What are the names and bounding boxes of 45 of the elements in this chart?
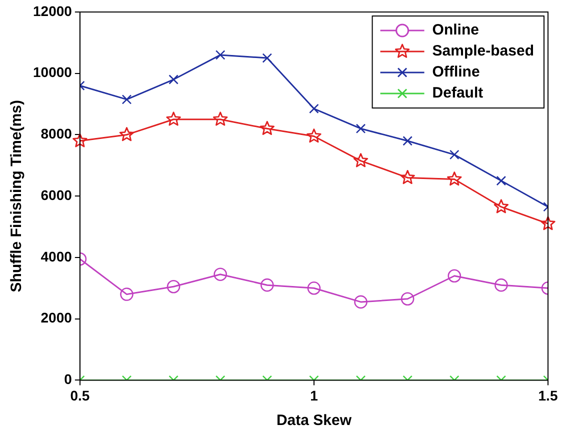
- point: [122, 94, 132, 104]
- point: [353, 153, 368, 168]
- point: [449, 150, 460, 160]
- y-tick-label: 8000: [40, 126, 72, 142]
- legend-label: Default: [432, 84, 484, 102]
- point: [166, 112, 181, 126]
- y-axis-title: Shuffle Finishing Time(ms): [8, 100, 26, 292]
- y-tick-label: 0: [64, 371, 72, 388]
- point: [214, 268, 227, 281]
- point: [262, 53, 272, 63]
- point: [120, 288, 134, 301]
- point: [354, 295, 368, 309]
- x-tick-label: 0.5: [70, 387, 90, 404]
- point: [402, 136, 412, 146]
- y-tick-label: 10000: [32, 64, 72, 80]
- point: [306, 128, 322, 143]
- point: [260, 120, 275, 135]
- point: [260, 278, 274, 292]
- point: [448, 269, 462, 283]
- y-tick-label: 2000: [40, 310, 72, 326]
- point: [119, 127, 134, 142]
- x-tick-label: 1.5: [538, 387, 558, 404]
- point: [168, 74, 178, 84]
- point: [166, 280, 180, 294]
- point: [494, 199, 509, 214]
- point: [307, 282, 321, 295]
- point: [494, 278, 508, 292]
- point: [540, 216, 556, 230]
- point: [309, 104, 319, 114]
- y-tick-label: 4000: [40, 248, 72, 264]
- y-tick-label: 6000: [40, 186, 72, 203]
- legend-label: Sample-based: [432, 42, 534, 60]
- legend-label: Offline: [432, 64, 480, 81]
- point: [212, 112, 228, 126]
- y-tick-label: 12000: [32, 2, 72, 19]
- point: [496, 176, 506, 186]
- point: [447, 172, 462, 186]
- point: [400, 292, 414, 306]
- point: [356, 124, 366, 134]
- legend-label: Online: [432, 22, 479, 39]
- x-tick-label: 1: [310, 387, 318, 404]
- point: [72, 133, 88, 148]
- x-axis-title: Data Skew: [276, 412, 352, 430]
- point: [215, 50, 226, 60]
- point: [400, 170, 415, 184]
